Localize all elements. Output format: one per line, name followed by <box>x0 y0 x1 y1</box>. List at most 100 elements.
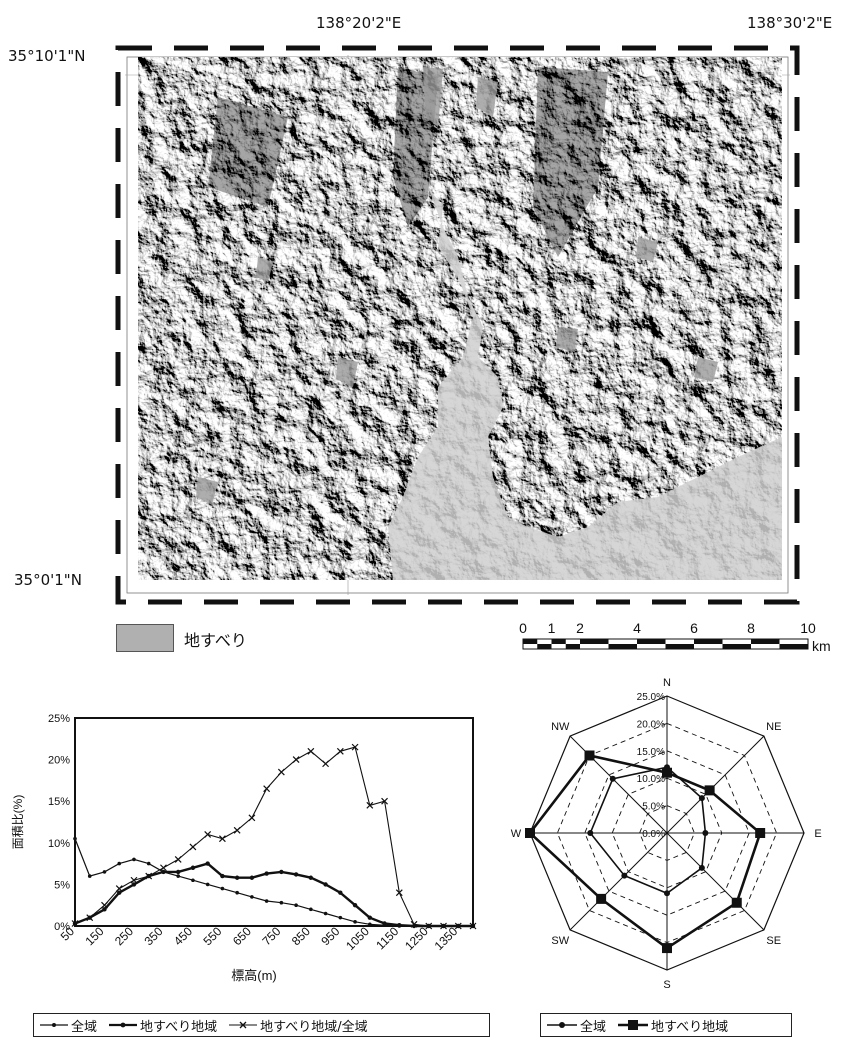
series-2-point <box>102 907 107 912</box>
radar-chart-legend: 全域 地すべり地域 <box>540 1013 792 1037</box>
series-1-point <box>87 874 92 878</box>
series-3-point <box>189 843 197 851</box>
scale-bar-segment <box>779 644 808 649</box>
series-3-point <box>115 885 123 892</box>
series-1-point <box>279 900 284 905</box>
legend-item-ratio: 地すべり地域/全域 <box>229 1016 368 1035</box>
scale-bar-segment <box>565 644 580 649</box>
plot-area-frame <box>74 717 474 927</box>
x-tick-label: 650 <box>230 924 254 948</box>
series-2-point <box>367 915 373 920</box>
series-2-point <box>249 875 255 880</box>
legend-label-radar-all: 全域 <box>580 1019 607 1035</box>
scale-tick-label: 2 <box>576 620 584 636</box>
scale-bar: 0 1 2 4 6 8 10 km <box>519 620 831 654</box>
legend-label-landslide: 地すべり地域 <box>140 1019 218 1035</box>
series-3-point <box>410 920 418 928</box>
scale-bar-segment <box>523 639 538 644</box>
direction-label: W <box>511 828 522 840</box>
direction-label: NE <box>766 721 781 733</box>
scale-bar-segment <box>580 639 609 644</box>
radar-series-1-point <box>698 864 705 871</box>
shaded-relief-map[interactable] <box>138 57 782 580</box>
series-3-point <box>248 814 256 822</box>
scale-tick-label: 1 <box>548 620 556 636</box>
x-tick-label: 850 <box>289 924 313 948</box>
series-1-point <box>102 870 107 874</box>
series-2-point <box>382 921 387 926</box>
longitude-label-1: 138°20'2"E <box>316 14 402 32</box>
scale-tick-label: 6 <box>690 620 698 636</box>
scale-tick-label: 8 <box>747 620 755 636</box>
radar-series-1-point <box>609 775 616 782</box>
radar-ring-label: 20.0% <box>637 719 665 730</box>
longitude-label-2: 138°30'2"E <box>747 14 833 32</box>
series-3-point <box>395 889 403 897</box>
direction-label: SW <box>551 935 569 947</box>
line-marker-dot-icon <box>109 1022 138 1028</box>
series-2-point <box>338 890 343 895</box>
radar-ring-label: 25.0% <box>637 692 665 703</box>
series-3-point <box>381 797 388 805</box>
x-tick-label: 750 <box>259 924 283 948</box>
y-tick-label: 20% <box>48 755 70 767</box>
series-2-point <box>190 865 196 870</box>
legend-item-radar-landslide: 地すべり地域 <box>618 1016 728 1035</box>
scale-bar-segment <box>637 639 666 644</box>
radar-series-2-point <box>596 893 607 904</box>
direction-label: NW <box>551 721 570 733</box>
y-tick-label: 10% <box>48 838 70 850</box>
series-2-point <box>234 875 240 880</box>
line-marker-square-icon <box>618 1020 649 1030</box>
series-3-point <box>336 747 344 755</box>
series-2-point <box>117 890 122 895</box>
series-3-point <box>204 831 212 838</box>
series-3-point <box>263 785 271 793</box>
series-3-point <box>86 914 94 922</box>
series-1-point <box>132 857 136 862</box>
series-2-point <box>175 869 181 875</box>
series-1-point <box>294 903 298 907</box>
series-2-point <box>308 875 314 880</box>
series-1-point <box>220 886 225 891</box>
river-valley-plain <box>388 187 782 580</box>
series-3-point <box>322 760 330 768</box>
series-3-point <box>292 756 300 764</box>
x-tick-label: 350 <box>142 924 166 948</box>
radar-spoke <box>666 735 765 834</box>
legend-item-radar-all: 全域 <box>547 1016 606 1035</box>
series-3-point <box>351 743 359 751</box>
series-2-point <box>397 922 402 928</box>
series-1-point <box>250 895 254 899</box>
x-tick-label: 950 <box>318 924 342 948</box>
direction-label: SE <box>766 935 781 947</box>
x-tick-label: 1150 <box>373 924 401 952</box>
legend-label-ratio: 地すべり地域/全域 <box>260 1019 368 1035</box>
scale-tick-label: 10 <box>800 620 816 636</box>
series-3-point <box>440 922 447 930</box>
line-marker-dot-icon <box>547 1022 577 1028</box>
series-1-point <box>176 874 180 878</box>
x-tick-label: 450 <box>171 924 195 948</box>
series-3-point <box>101 901 108 909</box>
radar-ring-label: 10.0% <box>637 774 665 785</box>
radar-series-1-point <box>664 890 670 897</box>
radar-series-1-point <box>702 830 709 836</box>
y-axis-label: 面積比(%) <box>10 795 25 850</box>
series-3-point <box>307 747 315 755</box>
radar-series-2-point <box>525 828 535 838</box>
series-3-point <box>160 864 167 872</box>
elevation-line-chart: 0%5%10%15%20%25%50 150 250 350 450 550 650 750 8… <box>10 713 477 983</box>
series-2-point <box>279 869 284 875</box>
scale-bar-segment <box>551 639 566 644</box>
radar-ring <box>611 777 723 889</box>
radar-series-2-point <box>704 785 715 796</box>
series-1-point <box>117 861 122 866</box>
series-3-point <box>218 835 226 843</box>
series-2-point <box>161 869 166 875</box>
legend-label-all-area: 全域 <box>71 1019 98 1035</box>
landslide-patches <box>196 67 718 505</box>
series-3-point <box>233 826 241 834</box>
series-1-point <box>205 882 210 887</box>
series-1-point <box>368 922 372 927</box>
